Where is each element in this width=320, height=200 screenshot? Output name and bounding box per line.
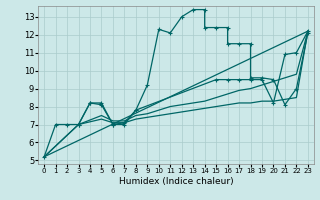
X-axis label: Humidex (Indice chaleur): Humidex (Indice chaleur)	[119, 177, 233, 186]
